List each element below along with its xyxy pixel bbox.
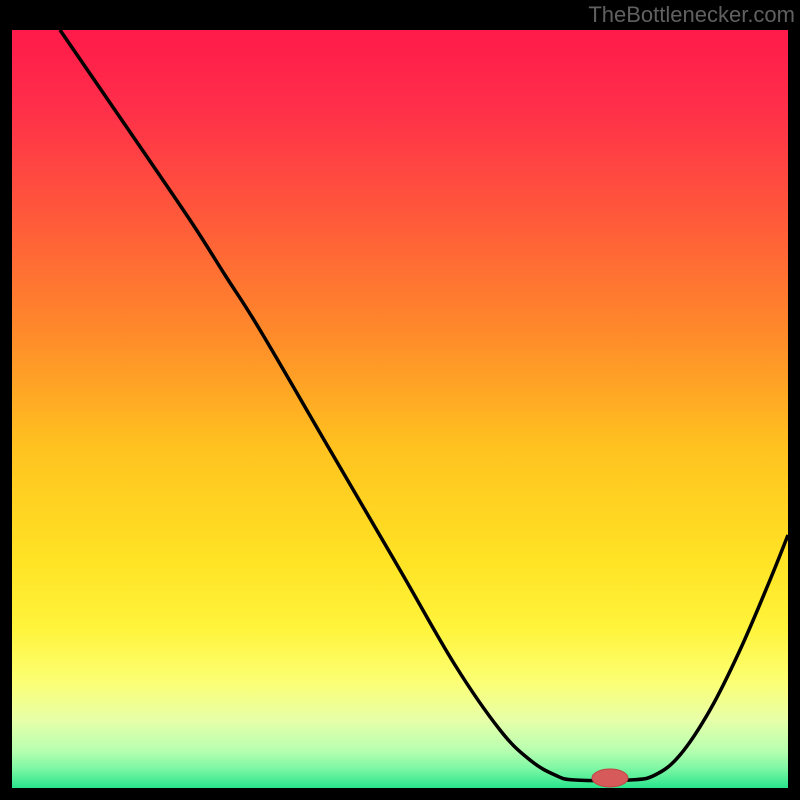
plot-background [12,30,788,788]
chart-svg: TheBottlenecker.com [0,0,800,800]
optimal-marker [592,769,628,787]
watermark-text: TheBottlenecker.com [588,2,795,27]
chart-container: TheBottlenecker.com [0,0,800,800]
